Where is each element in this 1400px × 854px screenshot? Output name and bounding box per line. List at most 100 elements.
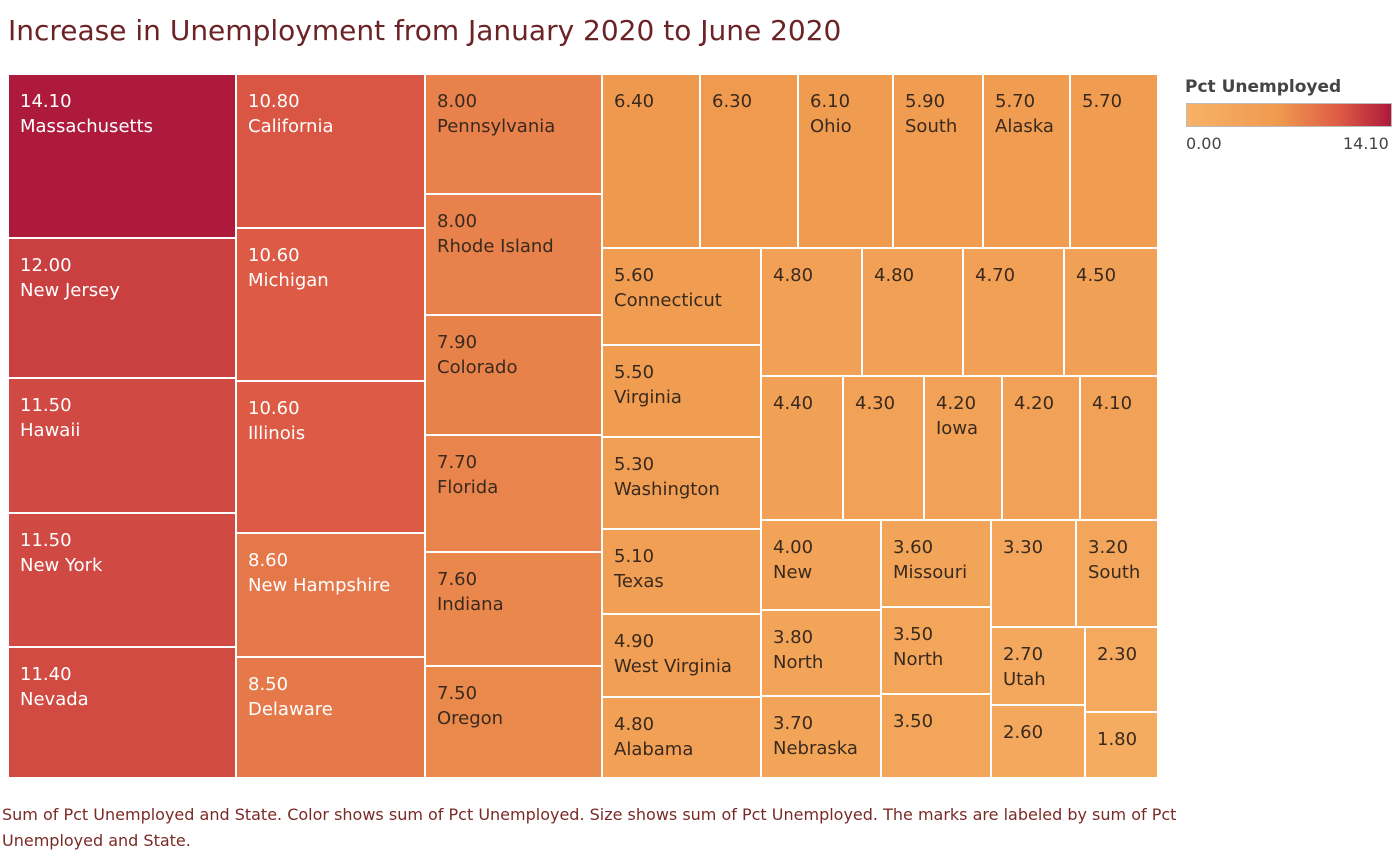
tile-value: 7.90 [437,332,478,353]
tile-value: 3.50 [893,711,934,732]
tile-label: 10.80 California [248,89,333,139]
tile-state: Hawaii [20,420,81,441]
tile-state: Missouri [893,562,968,583]
treemap-tile: 10.80 California [236,74,425,228]
tile-state: West Virginia [614,656,732,677]
legend-color-bar [1186,103,1392,127]
tile-state: Utah [1003,669,1046,690]
tile-state: Illinois [248,423,306,444]
treemap-tile: 7.50 Oregon [425,666,602,778]
tile-value: 5.30 [614,454,655,475]
treemap-tile: 14.10 Massachusetts [8,74,236,238]
tile-label: 11.50 Hawaii [20,393,80,443]
tile-label: 5.10 Texas [614,544,664,594]
tile-state: Iowa [936,418,979,439]
tile-value: 4.50 [1076,265,1117,286]
tile-state: Rhode Island [437,236,554,257]
tile-state: New Jersey [20,280,120,301]
tile-label: 5.70 [1082,89,1122,114]
treemap-tile: 6.30 [700,74,798,248]
tile-label: 4.80 Alabama [614,712,693,762]
tile-value: 5.70 [1082,91,1123,112]
tile-value: 2.60 [1003,722,1044,743]
legend-max-label: 14.10 [1343,134,1389,153]
treemap-tile: 4.80 Alabama [602,697,761,778]
tile-state: North [893,649,944,670]
treemap-tile: 4.90 West Virginia [602,614,761,697]
treemap-tile: 4.70 [963,248,1064,376]
tile-value: 4.20 [936,393,977,414]
treemap-tile: 7.90 Colorado [425,315,602,435]
treemap-tile: 11.50 Hawaii [8,378,236,513]
tile-label: 5.60 Connecticut [614,263,722,313]
tile-state: Ohio [810,116,852,137]
tile-value: 4.80 [874,265,915,286]
tile-value: 5.90 [905,91,946,112]
treemap-tile: 2.30 [1085,627,1158,712]
tile-value: 8.60 [248,550,289,571]
tile-state: Colorado [437,357,518,378]
treemap-tile: 4.40 [761,376,843,520]
tile-value: 3.30 [1003,537,1044,558]
tile-state: Oregon [437,708,504,729]
tile-label: 4.70 [975,263,1015,288]
treemap-tile: 3.20 South [1076,520,1158,627]
tile-value: 1.80 [1097,729,1138,750]
chart-caption: Sum of Pct Unemployed and State. Color s… [2,805,1177,850]
treemap-tile: 5.90 South [893,74,983,248]
tile-label: 7.90 Colorado [437,330,517,380]
tile-value: 8.50 [248,674,289,695]
tile-state: Florida [437,477,499,498]
tile-label: 6.10 Ohio [810,89,852,139]
tile-value: 10.80 [248,91,300,112]
tile-value: 4.80 [614,714,655,735]
tile-value: 11.50 [20,395,72,416]
tile-state: Delaware [248,699,333,720]
tile-value: 5.50 [614,362,655,383]
treemap-tile: 6.40 [602,74,700,248]
treemap-tile: 4.80 [761,248,862,376]
treemap-tile: 4.00 New [761,520,881,610]
treemap-tile: 11.50 New York [8,513,236,647]
tile-value: 4.10 [1092,393,1133,414]
tile-value: 5.60 [614,265,655,286]
tile-value: 3.50 [893,624,934,645]
tile-value: 3.80 [773,627,814,648]
tile-label: 10.60 Illinois [248,396,305,446]
tile-value: 4.90 [614,631,655,652]
tile-state: South [905,116,958,137]
treemap-tile: 5.30 Washington [602,437,761,529]
tile-value: 4.00 [773,537,814,558]
tile-label: 5.30 Washington [614,452,720,502]
tile-value: 8.00 [437,91,478,112]
tile-label: 4.80 [874,263,914,288]
treemap-tile: 4.20 [1002,376,1080,520]
tile-value: 4.80 [773,265,814,286]
tile-value: 4.20 [1014,393,1055,414]
tile-state: Texas [614,571,664,592]
treemap-tile: 4.50 [1064,248,1158,376]
tile-label: 1.80 [1097,727,1137,752]
tile-value: 5.70 [995,91,1036,112]
tile-value: 6.30 [712,91,753,112]
tile-state: Indiana [437,594,504,615]
tile-value: 3.20 [1088,537,1129,558]
tile-value: 10.60 [248,245,300,266]
treemap-tile: 2.70 Utah [991,627,1085,705]
tile-value: 6.40 [614,91,655,112]
tile-label: 3.30 [1003,535,1043,560]
tile-label: 2.60 [1003,720,1043,745]
tile-state: Connecticut [614,290,722,311]
tile-label: 3.80 North [773,625,823,675]
treemap-tile: 11.40 Nevada [8,647,236,778]
treemap-tile: 5.50 Virginia [602,345,761,437]
tile-label: 7.70 Florida [437,450,498,500]
tile-value: 3.60 [893,537,934,558]
tile-label: 4.90 West Virginia [614,629,732,679]
tile-label: 3.20 South [1088,535,1140,585]
tile-state: California [248,116,334,137]
tile-label: 11.50 New York [20,528,102,578]
treemap-tile: 8.00 Pennsylvania [425,74,602,194]
tile-label: 3.70 Nebraska [773,711,858,761]
tile-state: Virginia [614,387,682,408]
